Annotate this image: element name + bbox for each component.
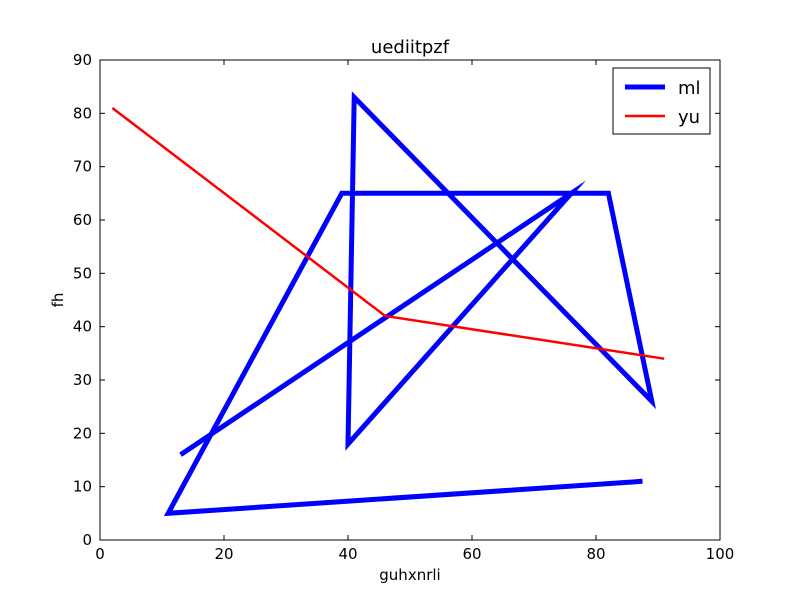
y-tick-label: 30 [73,371,92,389]
legend-box [612,67,711,135]
y-tick-label: 60 [73,211,92,229]
y-tick-label: 80 [73,104,92,122]
plot-lines [111,91,665,517]
y-tick-label: 0 [82,531,92,549]
x-tick-label: 40 [338,545,357,563]
y-tick-label: 90 [73,51,92,69]
legend: ml yu [612,67,711,135]
y-tick-label: 40 [73,318,92,336]
y-tick-label: 10 [73,478,92,496]
x-tick-label: 60 [462,545,481,563]
y-tick-label: 70 [73,158,92,176]
x-tick-label: 100 [706,545,735,563]
y-axis-label: fh [49,293,67,308]
plot-frame [99,59,721,541]
series-line-yu [111,107,665,360]
chart-title: uediitpzf [371,37,450,58]
x-tick-label: 20 [214,545,233,563]
x-tick-label: 80 [586,545,605,563]
x-tick-label: 0 [95,545,105,563]
axis-ticks: 0 20 40 60 80 100 0 10 20 30 40 50 60 70 80 90 [73,51,734,563]
x-axis-label: guhxnrli [379,566,440,584]
legend-label-yu: yu [678,107,700,128]
legend-label-ml: ml [678,78,701,99]
y-tick-label: 50 [73,264,92,282]
series-line-ml [163,91,656,517]
y-tick-label: 20 [73,424,92,442]
